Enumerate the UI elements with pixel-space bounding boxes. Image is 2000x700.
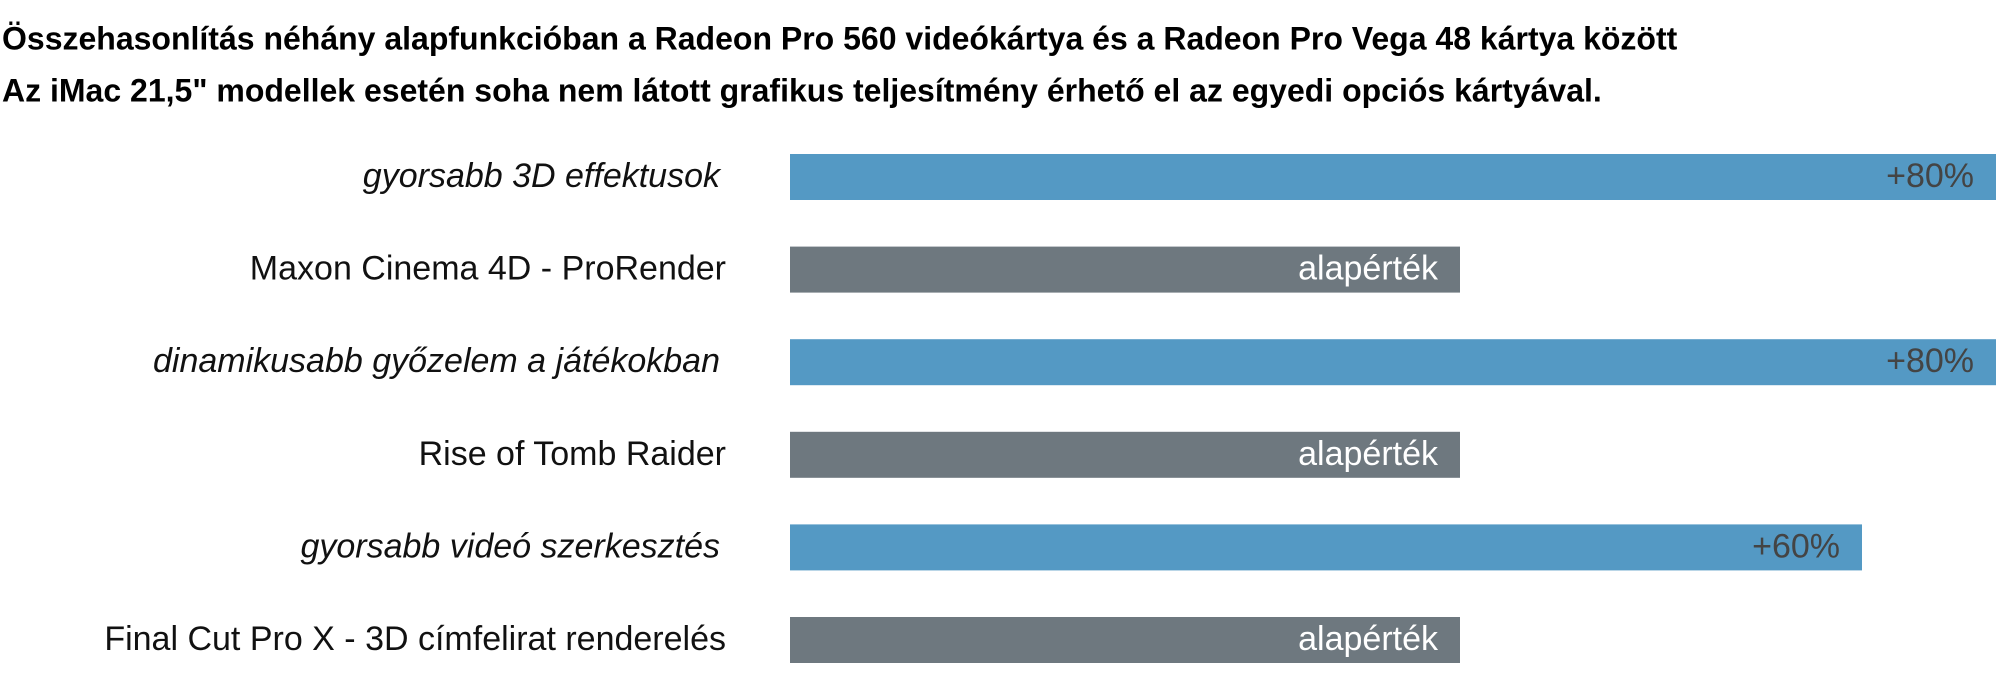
- value-label: +60%: [1752, 527, 1840, 565]
- bar: [790, 339, 1996, 386]
- value-label: alapérték: [1298, 620, 1439, 658]
- category-label: gyorsabb 3D effektusok: [363, 157, 722, 195]
- value-label: +80%: [1886, 342, 1974, 380]
- bar: [790, 524, 1862, 571]
- category-label: dinamikusabb győzelem a játékokban: [153, 342, 720, 380]
- value-label: alapérték: [1298, 250, 1439, 288]
- category-label: Maxon Cinema 4D - ProRender: [250, 250, 726, 288]
- bar: [790, 617, 1460, 663]
- chart-subtitle: Az iMac 21,5" modellek esetén soha nem l…: [2, 72, 1602, 108]
- bar: [790, 246, 1460, 293]
- chart-title: Összehasonlítás néhány alapfunkcióban a …: [2, 20, 1678, 56]
- category-label: gyorsabb videó szerkesztés: [300, 527, 720, 565]
- bar: [790, 431, 1460, 478]
- value-label: +80%: [1886, 157, 1974, 195]
- category-label: Rise of Tomb Raider: [419, 435, 726, 473]
- bar: [790, 154, 1996, 200]
- category-label: Final Cut Pro X - 3D címfelirat renderel…: [104, 620, 726, 658]
- value-label: alapérték: [1298, 435, 1439, 473]
